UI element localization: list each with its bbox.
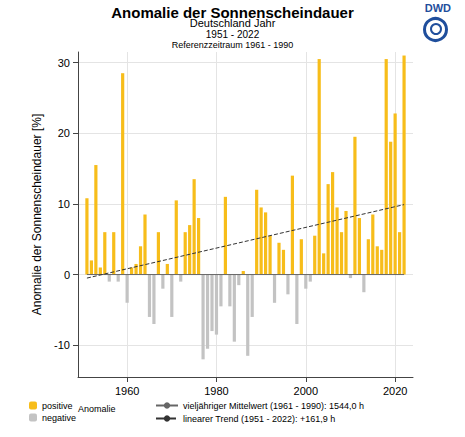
svg-text:vieljähriger Mittelwert (1961: vieljähriger Mittelwert (1961 - 1990): 1…: [183, 401, 364, 411]
svg-text:10: 10: [58, 198, 70, 210]
svg-text:Referenzzeitraum 1961 - 1990: Referenzzeitraum 1961 - 1990: [172, 40, 294, 50]
svg-text:2000: 2000: [294, 385, 318, 397]
svg-text:Deutschland Jahr: Deutschland Jahr: [189, 16, 276, 29]
svg-text:Anomalie der Sonnenscheindauer: Anomalie der Sonnenscheindauer: [111, 4, 354, 21]
svg-text:1951 - 2022: 1951 - 2022: [206, 29, 260, 40]
svg-text:-10: -10: [54, 339, 70, 351]
svg-text:30: 30: [58, 57, 70, 69]
svg-text:1960: 1960: [115, 385, 139, 397]
svg-text:2020: 2020: [383, 385, 407, 397]
svg-text:negative: negative: [42, 413, 76, 423]
svg-text:Anomalie der Sonnenscheindauer: Anomalie der Sonnenscheindauer [%]: [30, 114, 44, 315]
svg-text:0: 0: [64, 269, 70, 281]
svg-text:linearer Trend (1951 - 2022):: linearer Trend (1951 - 2022): +161,9 h: [183, 414, 335, 424]
svg-text:1980: 1980: [204, 385, 228, 397]
svg-text:20: 20: [58, 127, 70, 139]
svg-text:positive: positive: [42, 401, 73, 411]
svg-text:DWD: DWD: [425, 2, 451, 14]
svg-text:Anomalie: Anomalie: [78, 404, 116, 414]
